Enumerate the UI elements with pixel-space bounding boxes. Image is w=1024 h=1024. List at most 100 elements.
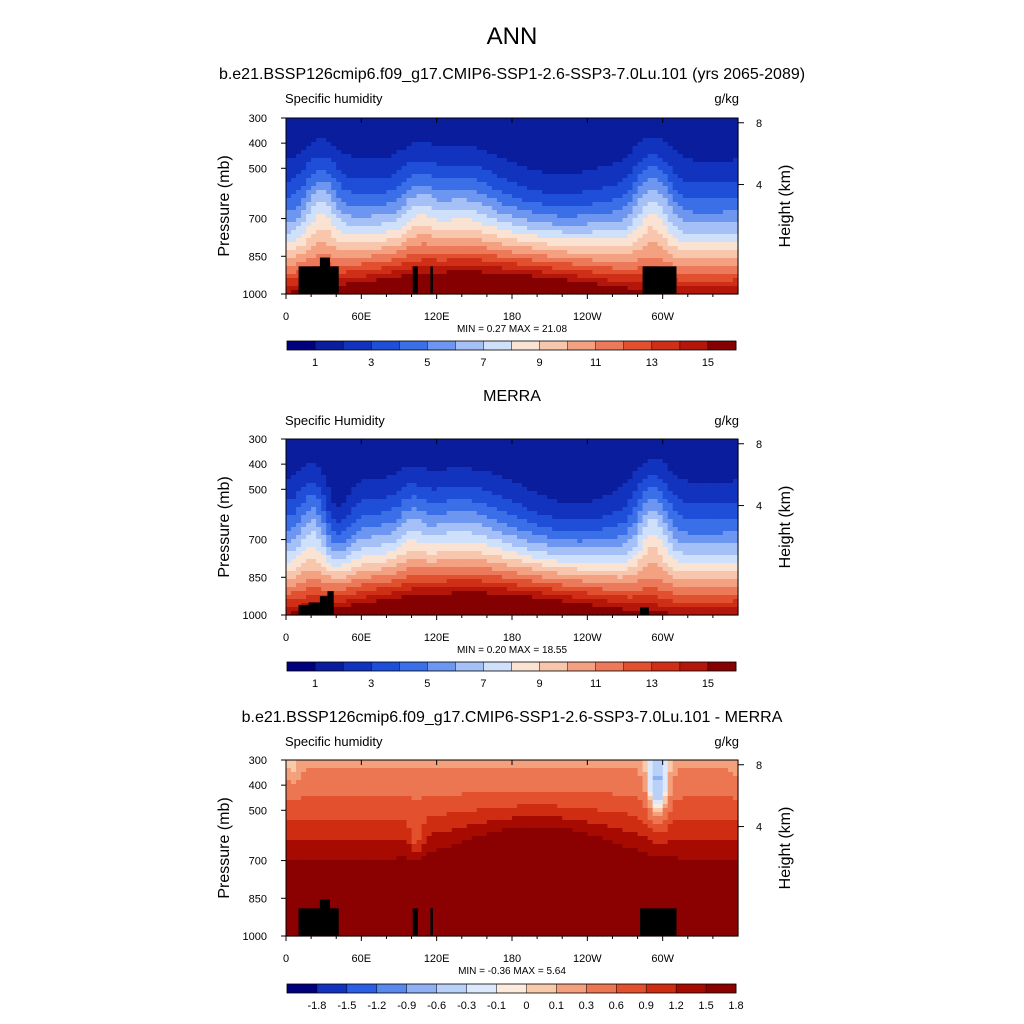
field-cell	[712, 238, 719, 243]
field-cell	[316, 122, 322, 127]
field-cell	[371, 154, 377, 159]
field-cell	[532, 254, 538, 259]
field-cell	[316, 118, 322, 123]
field-cell	[612, 122, 619, 127]
field-cell	[336, 202, 342, 207]
field-cell	[451, 439, 458, 444]
field-cell	[451, 142, 458, 147]
field-cell	[466, 447, 473, 452]
colorbar-swatch	[511, 341, 540, 350]
field-cell	[667, 254, 674, 259]
field-cell	[291, 234, 297, 239]
field-cell	[441, 246, 448, 251]
field-cell	[582, 234, 588, 239]
field-cell	[456, 170, 463, 175]
field-cell	[542, 158, 548, 163]
field-cell	[346, 274, 352, 279]
field-cell	[391, 134, 398, 139]
field-cell	[426, 134, 433, 139]
field-cell	[732, 230, 739, 235]
field-cell	[602, 178, 609, 183]
field-cell	[577, 134, 583, 139]
field-cell	[346, 258, 352, 263]
field-cell	[597, 459, 603, 464]
field-cell	[461, 150, 468, 155]
field-cell	[306, 258, 312, 263]
field-cell	[326, 186, 332, 191]
field-cell	[647, 463, 654, 468]
field-cell	[522, 206, 528, 211]
field-cell	[632, 194, 639, 199]
field-cell	[522, 254, 528, 259]
field-cell	[356, 471, 362, 476]
field-cell	[301, 455, 307, 460]
field-cell	[411, 182, 418, 187]
field-cell	[381, 150, 388, 155]
field-cell	[431, 439, 438, 444]
field-cell	[667, 174, 674, 179]
field-cell	[406, 146, 413, 151]
field-cell	[617, 226, 624, 231]
field-cell	[697, 126, 704, 131]
field-cell	[607, 210, 614, 215]
field-cell	[702, 150, 709, 155]
field-cell	[361, 218, 367, 223]
field-cell	[617, 230, 624, 235]
field-cell	[522, 130, 528, 135]
field-cell	[597, 166, 603, 171]
field-cell	[512, 286, 518, 291]
field-cell	[602, 126, 609, 131]
field-cell	[296, 118, 302, 123]
field-cell	[496, 162, 503, 167]
field-cell	[391, 146, 398, 151]
field-cell	[612, 158, 619, 163]
field-cell	[537, 242, 543, 247]
field-cell	[687, 198, 694, 203]
field-cell	[446, 274, 453, 279]
field-cell	[722, 475, 729, 480]
field-cell	[677, 282, 684, 287]
field-cell	[612, 118, 619, 123]
field-cell	[456, 142, 463, 147]
field-cell	[471, 238, 478, 243]
field-cell	[386, 286, 393, 291]
field-cell	[727, 218, 734, 223]
field-cell	[512, 174, 518, 179]
field-cell	[622, 182, 629, 187]
field-cell	[381, 459, 388, 464]
field-cell	[326, 234, 332, 239]
field-cell	[687, 186, 694, 191]
field-cell	[532, 186, 538, 191]
field-cell	[612, 262, 619, 267]
field-cell	[647, 230, 654, 235]
field-cell	[607, 451, 614, 456]
field-cell	[291, 475, 297, 480]
field-cell	[491, 202, 498, 207]
field-cell	[617, 439, 624, 444]
field-cell	[341, 118, 347, 123]
field-cell	[682, 138, 689, 143]
field-cell	[677, 451, 684, 456]
field-cell	[622, 246, 629, 251]
field-cell	[421, 262, 428, 267]
field-cell	[712, 230, 719, 235]
field-cell	[622, 158, 629, 163]
field-cell	[687, 447, 694, 452]
field-cell	[587, 186, 593, 191]
field-cell	[677, 254, 684, 259]
field-cell	[572, 214, 578, 219]
field-cell	[562, 278, 568, 283]
field-cell	[366, 194, 372, 199]
field-cell	[687, 451, 694, 456]
field-cell	[386, 278, 393, 283]
field-cell	[426, 451, 433, 456]
field-cell	[476, 238, 483, 243]
field-cell	[712, 202, 719, 207]
field-cell	[461, 274, 468, 279]
field-cell	[316, 210, 322, 215]
field-cell	[717, 467, 724, 472]
field-cell	[682, 447, 689, 452]
field-cell	[607, 150, 614, 155]
field-cell	[672, 118, 679, 123]
field-cell	[607, 286, 614, 291]
